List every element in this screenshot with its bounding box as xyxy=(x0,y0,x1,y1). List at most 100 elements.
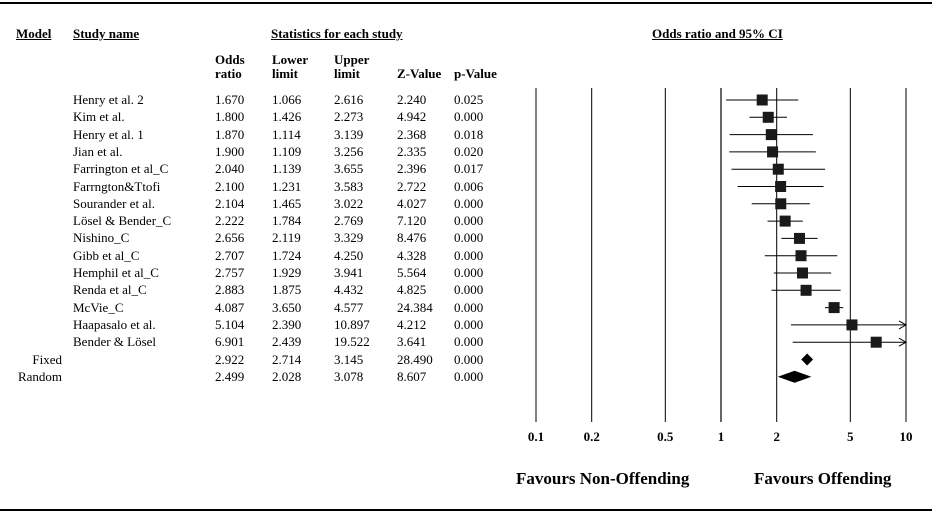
odds-ratio-cell: 4.087 xyxy=(215,299,245,315)
statistics-header: Statistics for each study xyxy=(271,26,403,41)
p-value-cell: 0.000 xyxy=(454,316,484,332)
z-value-cell: 5.564 xyxy=(397,265,427,280)
upper-limit-cell: 2.769 xyxy=(334,213,364,229)
ci-arrow xyxy=(898,320,908,330)
odds-ratio-cell: 2.883 xyxy=(215,282,245,298)
upper-limit-cell: 3.329 xyxy=(334,230,364,246)
study-name-cell: Henry et al. 1 xyxy=(73,126,144,142)
upper-limit-cell: 2.273 xyxy=(334,109,364,125)
z-value-cell: 2.368 xyxy=(397,126,427,142)
p-value-column-header: p-Value xyxy=(454,66,497,81)
upper-limit-cell: 3.583 xyxy=(334,178,364,194)
p-value-cell: 0.000 xyxy=(454,368,484,384)
study-name-cell: Sourander et al. xyxy=(73,195,155,211)
study-name-cell: Farrington et al_C xyxy=(73,161,169,177)
lower-limit-cell: 2.028 xyxy=(272,368,302,384)
odds-ratio-cell: 2.707 xyxy=(215,247,245,263)
z-value-cell: 4.825 xyxy=(397,282,427,298)
lower-limit-cell: 1.724 xyxy=(272,247,302,263)
study-name-cell: Hemphil et al_C xyxy=(73,265,159,280)
study-point xyxy=(793,232,805,244)
study-point xyxy=(846,319,858,331)
study-name-cell: Farrngton&Ttofi xyxy=(73,178,161,194)
summary-diamond xyxy=(801,353,814,366)
z-value-cell: 2.240 xyxy=(397,92,427,107)
odds-ratio-cell: 1.900 xyxy=(215,143,245,159)
study-name-cell: Gibb et al_C xyxy=(73,247,140,263)
z-value-cell: 2.335 xyxy=(397,143,427,159)
x-tick-label: 0.5 xyxy=(657,429,674,444)
upper-limit-cell: 2.616 xyxy=(334,92,364,107)
odds-ratio-cell: 2.100 xyxy=(215,178,245,194)
z-value-cell: 2.722 xyxy=(397,178,427,194)
upper-limit-cell: 3.145 xyxy=(334,351,364,367)
odds-ratio-cell: 2.040 xyxy=(215,161,245,177)
x-tick-label: 2 xyxy=(773,429,780,444)
lower-limit-cell: 1.875 xyxy=(272,282,302,298)
study-name-cell: Bender & Lösel xyxy=(73,334,157,350)
z-value-cell: 4.942 xyxy=(397,109,427,125)
upper-limit-cell: 3.139 xyxy=(334,126,364,142)
odds-ratio-cell: 2.656 xyxy=(215,230,245,246)
odds-ratio-cell: 6.901 xyxy=(215,334,245,350)
z-value-cell: 7.120 xyxy=(397,213,427,229)
z-value-cell: 4.027 xyxy=(397,195,427,211)
z-value-column-header: Z-Value xyxy=(397,66,442,81)
study-point xyxy=(765,129,777,141)
p-value-cell: 0.000 xyxy=(454,195,484,211)
z-value-cell: 3.641 xyxy=(397,334,427,350)
study-point xyxy=(762,111,774,123)
lower-limit-cell: 1.139 xyxy=(272,161,302,177)
odds-ratio-cell: 2.499 xyxy=(215,368,245,384)
z-value-cell: 4.328 xyxy=(397,247,427,263)
study-name-cell: Lösel & Bender_C xyxy=(73,213,172,229)
study-point xyxy=(767,146,779,158)
study-point xyxy=(870,336,882,348)
favours-offending-label: Favours Offending xyxy=(754,469,892,488)
study-point xyxy=(756,94,768,106)
study-point xyxy=(828,302,840,314)
study-name-cell: Kim et al. xyxy=(73,109,125,125)
upper-limit-column-header: Upper limit xyxy=(334,52,370,81)
study-name-cell: Renda et al_C xyxy=(73,282,147,298)
lower-limit-cell: 3.650 xyxy=(272,299,302,315)
model-cell: Random xyxy=(17,368,62,384)
p-value-cell: 0.000 xyxy=(454,334,484,350)
upper-limit-cell: 3.941 xyxy=(334,265,364,280)
lower-limit-cell: 1.465 xyxy=(272,195,302,211)
lower-limit-cell: 1.066 xyxy=(272,92,302,107)
odds-ratio-cell: 2.757 xyxy=(215,265,245,280)
p-value-cell: 0.000 xyxy=(454,351,484,367)
p-value-cell: 0.017 xyxy=(454,161,484,177)
upper-limit-cell: 3.078 xyxy=(334,368,364,384)
study-name-header: Study name xyxy=(73,26,140,41)
z-value-cell: 8.476 xyxy=(397,230,427,246)
odds-ratio-cell: 1.670 xyxy=(215,92,245,107)
upper-limit-cell: 10.897 xyxy=(334,316,370,332)
odds-ratio-cell: 2.922 xyxy=(215,351,245,367)
p-value-cell: 0.000 xyxy=(454,247,484,263)
upper-limit-cell: 4.577 xyxy=(334,299,364,315)
top-rule xyxy=(0,2,932,4)
model-cell: Fixed xyxy=(32,351,62,367)
lower-limit-cell: 2.119 xyxy=(272,230,301,246)
upper-limit-cell: 4.250 xyxy=(334,247,364,263)
z-value-cell: 8.607 xyxy=(397,368,427,384)
study-name-cell: McVie_C xyxy=(73,299,124,315)
p-value-cell: 0.006 xyxy=(454,178,484,194)
ci-arrow xyxy=(898,337,908,347)
lower-limit-cell: 2.439 xyxy=(272,334,302,350)
study-point xyxy=(800,284,812,296)
lower-limit-cell: 1.426 xyxy=(272,109,302,125)
upper-limit-cell: 3.256 xyxy=(334,143,364,159)
lower-limit-cell: 2.714 xyxy=(272,351,302,367)
z-value-cell: 4.212 xyxy=(397,316,427,332)
z-value-cell: 28.490 xyxy=(397,351,433,367)
lower-limit-cell: 1.109 xyxy=(272,143,302,159)
x-tick-label: 5 xyxy=(847,429,854,444)
study-name-cell: Nishino_C xyxy=(73,230,130,246)
p-value-cell: 0.000 xyxy=(454,299,484,315)
upper-limit-cell: 4.432 xyxy=(334,282,364,298)
odds-ratio-cell: 5.104 xyxy=(215,316,245,332)
